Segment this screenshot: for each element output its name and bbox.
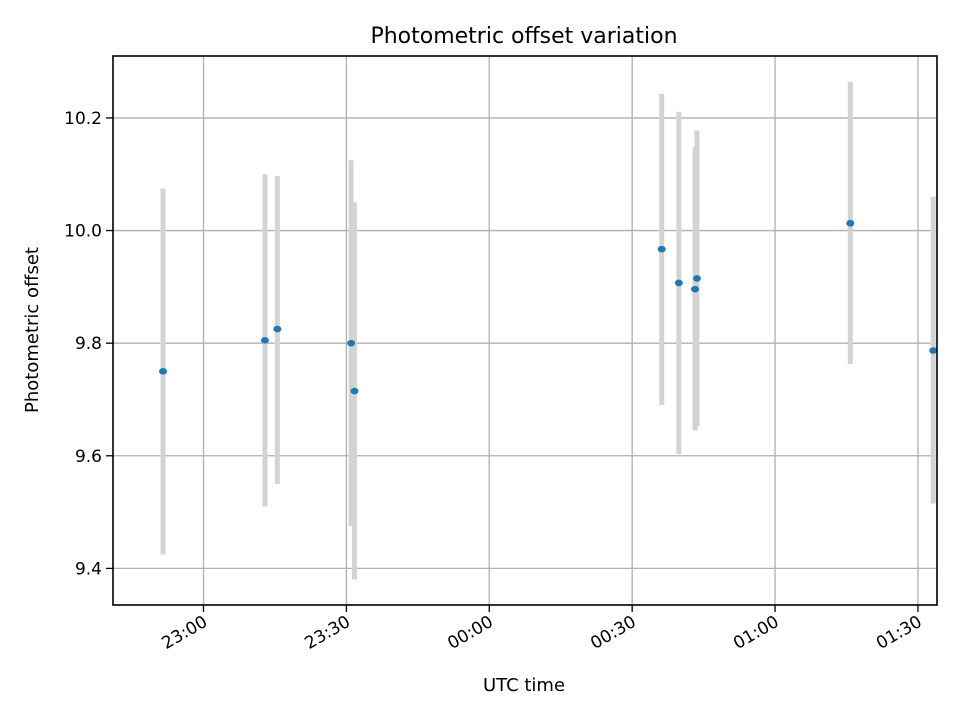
plot-frame [112, 55, 938, 606]
y-axis-label: Photometric offset [22, 247, 43, 413]
x-axis-label: UTC time [483, 675, 565, 696]
data-point [691, 285, 700, 293]
data-point [929, 347, 938, 354]
data-point [350, 387, 359, 395]
x-tick-label: 00:00 [444, 612, 496, 654]
y-tick-label: 10.2 [64, 109, 102, 129]
x-tick-label: 01:00 [730, 612, 782, 654]
y-tick-label: 9.8 [75, 334, 102, 354]
x-axis-ticks: 23:00 23:30 00:00 00:30 01:00 01:30 [159, 605, 925, 654]
data-point [692, 275, 701, 282]
data-points [159, 219, 938, 395]
y-axis-ticks: 9.4 9.6 9.8 10.0 10.2 [64, 109, 113, 579]
data-point [273, 325, 282, 333]
grid [113, 56, 937, 605]
x-tick-label: 23:00 [159, 612, 211, 654]
data-point [347, 339, 356, 347]
y-tick-label: 9.6 [75, 447, 102, 467]
data-point [260, 337, 269, 344]
x-tick-label: 01:30 [873, 612, 925, 654]
y-tick-label: 10.0 [64, 222, 102, 242]
data-point [674, 279, 683, 287]
x-tick-label: 23:30 [301, 612, 353, 654]
data-point [846, 219, 855, 227]
x-tick-label: 00:30 [587, 612, 639, 654]
y-tick-label: 9.4 [75, 559, 102, 579]
data-point [657, 245, 666, 253]
chart-title: Photometric offset variation [370, 24, 677, 49]
data-point [159, 368, 168, 375]
